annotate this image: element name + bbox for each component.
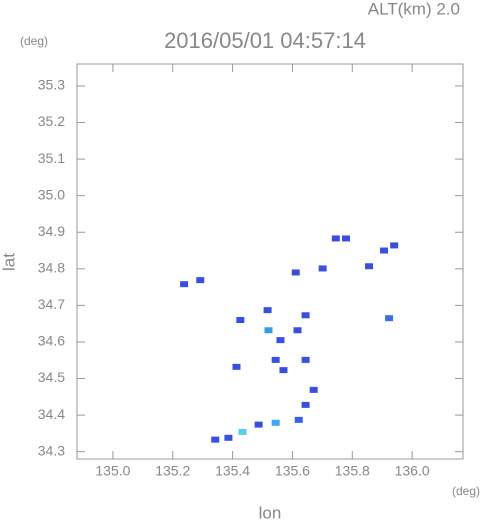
echo-point bbox=[309, 386, 318, 393]
echo-point bbox=[264, 327, 273, 334]
y-tick-label: 34.3 bbox=[38, 442, 65, 458]
y-tick-label: 35.2 bbox=[38, 113, 65, 129]
y-axis-label: lat bbox=[0, 253, 18, 271]
y-tick-label: 35.0 bbox=[38, 186, 65, 202]
x-axis-label: lon bbox=[259, 503, 282, 521]
y-tick-label: 35.3 bbox=[38, 77, 65, 93]
echo-point bbox=[276, 337, 285, 344]
echo-point bbox=[254, 421, 263, 428]
plot-frame bbox=[76, 63, 464, 460]
y-tick-label: 34.4 bbox=[38, 406, 65, 422]
echo-point bbox=[301, 312, 310, 319]
x-tick-label: 135.6 bbox=[275, 463, 310, 479]
y-tick-label: 34.8 bbox=[38, 260, 65, 276]
echo-point bbox=[263, 307, 272, 314]
echo-point bbox=[196, 277, 205, 284]
echo-point bbox=[238, 428, 247, 435]
echo-point bbox=[291, 269, 300, 276]
echo-point bbox=[293, 327, 302, 334]
x-tick-label: 135.2 bbox=[155, 463, 190, 479]
echo-point bbox=[342, 235, 351, 242]
echo-point bbox=[271, 419, 280, 426]
x-tick-label: 136.0 bbox=[395, 463, 430, 479]
echo-point bbox=[211, 436, 220, 443]
y-unit: (deg) bbox=[20, 34, 48, 48]
x-unit: (deg) bbox=[452, 484, 480, 498]
y-tick-label: 34.9 bbox=[38, 223, 65, 239]
x-tick-label: 135.8 bbox=[335, 463, 370, 479]
echo-point bbox=[271, 356, 280, 363]
echo-point bbox=[385, 315, 394, 322]
echo-point bbox=[301, 356, 310, 363]
echo-point bbox=[318, 265, 327, 272]
x-tick-label: 135.4 bbox=[215, 463, 250, 479]
y-tick-label: 34.6 bbox=[38, 333, 65, 349]
echo-point bbox=[301, 401, 310, 408]
echo-point bbox=[232, 363, 241, 370]
y-tick-label: 35.1 bbox=[38, 150, 65, 166]
subtitle: ALT(km) 2.0 bbox=[368, 0, 460, 18]
echo-point bbox=[390, 242, 399, 249]
x-tick-label: 135.0 bbox=[95, 463, 130, 479]
echo-point bbox=[236, 317, 245, 324]
echo-point bbox=[294, 416, 303, 423]
y-tick-label: 34.7 bbox=[38, 296, 65, 312]
echo-point bbox=[224, 434, 233, 441]
echo-point bbox=[365, 263, 374, 270]
echo-point bbox=[380, 247, 389, 254]
echo-point bbox=[180, 281, 189, 288]
y-tick-label: 34.5 bbox=[38, 369, 65, 385]
echo-point bbox=[279, 367, 288, 374]
echo-point bbox=[331, 235, 340, 242]
chart-title: 2016/05/01 04:57:14 bbox=[164, 28, 366, 53]
